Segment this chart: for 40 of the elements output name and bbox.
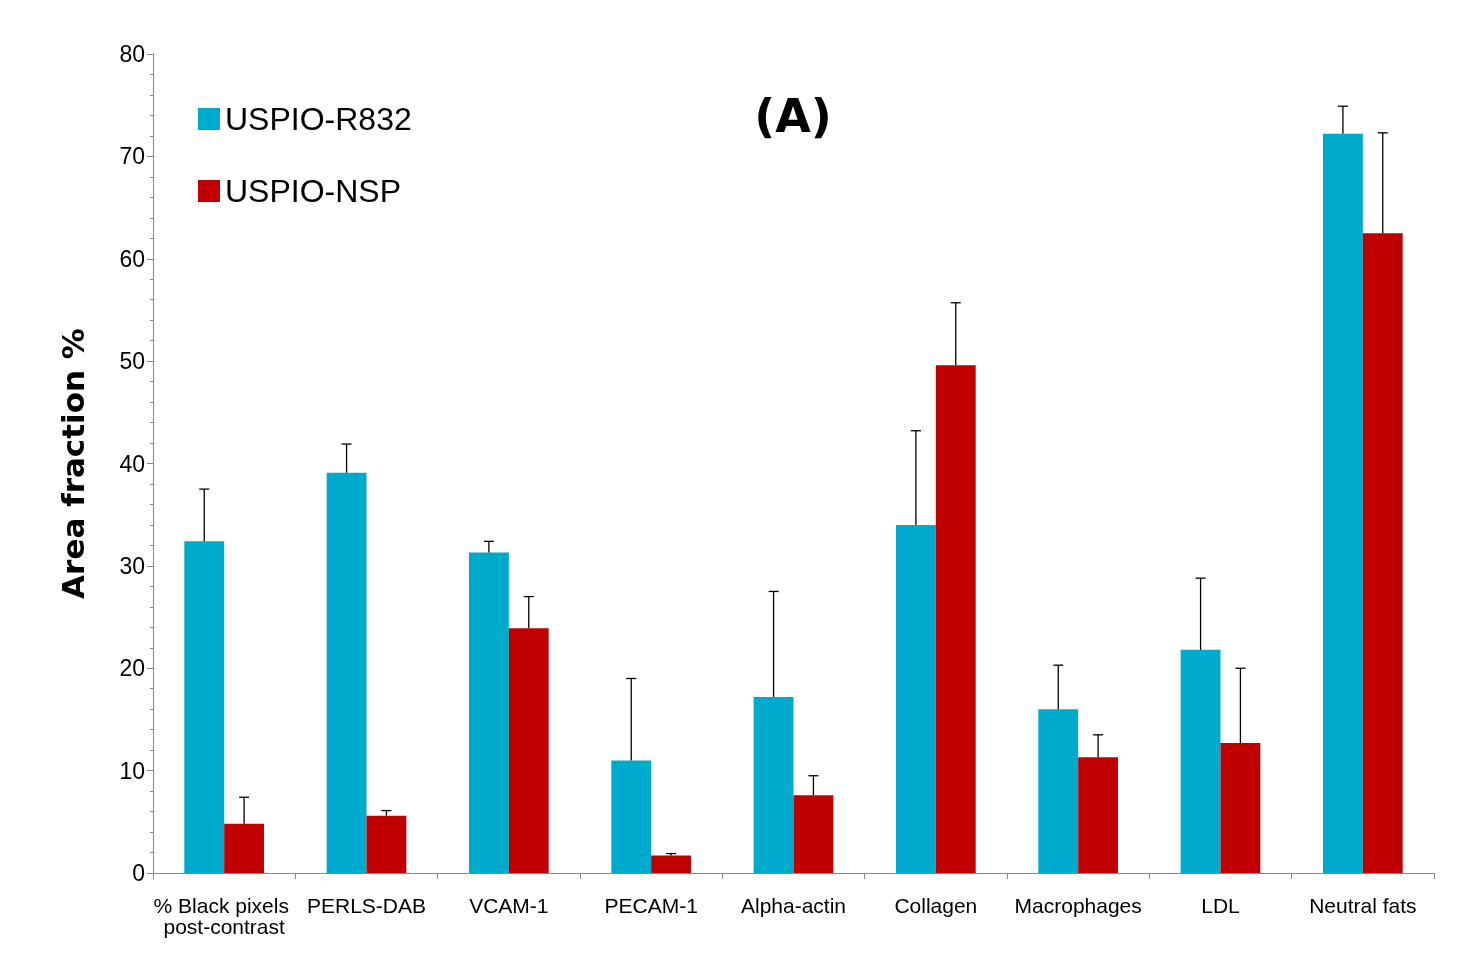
bar <box>895 524 936 873</box>
x-tick-label: Neutral fats <box>1309 894 1417 917</box>
x-tick-label: PECAM-1 <box>604 894 698 917</box>
x-tick-label: Collagen <box>894 894 978 917</box>
legend-label: USPIO-R832 <box>225 101 412 137</box>
bar <box>611 760 652 873</box>
bar <box>793 795 834 873</box>
y-tick-label: 40 <box>119 450 145 477</box>
y-tick-label: 10 <box>119 757 145 784</box>
bar <box>753 696 794 873</box>
bar <box>1038 709 1079 873</box>
bar <box>468 552 509 873</box>
legend-label: USPIO-NSP <box>225 173 402 209</box>
x-tick-label: LDL <box>1201 894 1240 917</box>
bar <box>366 815 407 873</box>
bar <box>1362 233 1403 873</box>
x-tick-label: % Black pixels post-contrast <box>153 894 295 938</box>
y-tick-label: 30 <box>119 552 145 579</box>
x-tick-label: Alpha-actin <box>740 894 847 917</box>
bar <box>1220 742 1261 873</box>
x-tick-label: PERLS-DAB <box>306 894 427 917</box>
bar <box>651 855 692 873</box>
bar <box>1078 757 1119 873</box>
bar <box>184 541 225 873</box>
y-tick-label: 20 <box>119 655 145 682</box>
y-tick-label: 60 <box>119 245 145 272</box>
y-tick-label: 70 <box>119 143 145 170</box>
bar <box>326 472 367 873</box>
y-tick-label: 80 <box>119 41 145 67</box>
bar <box>935 365 976 873</box>
y-tick-label: 50 <box>119 348 145 375</box>
text: (A) <box>754 89 832 143</box>
y-tick-label: 0 <box>132 860 145 886</box>
x-tick-label: Macrophages <box>1014 894 1142 917</box>
y-axis-title: Area fraction % <box>54 328 91 599</box>
bar <box>1180 649 1221 873</box>
bar <box>1322 133 1363 873</box>
bar <box>508 628 549 873</box>
x-tick-label: VCAM-1 <box>469 894 549 917</box>
bar <box>224 823 265 873</box>
